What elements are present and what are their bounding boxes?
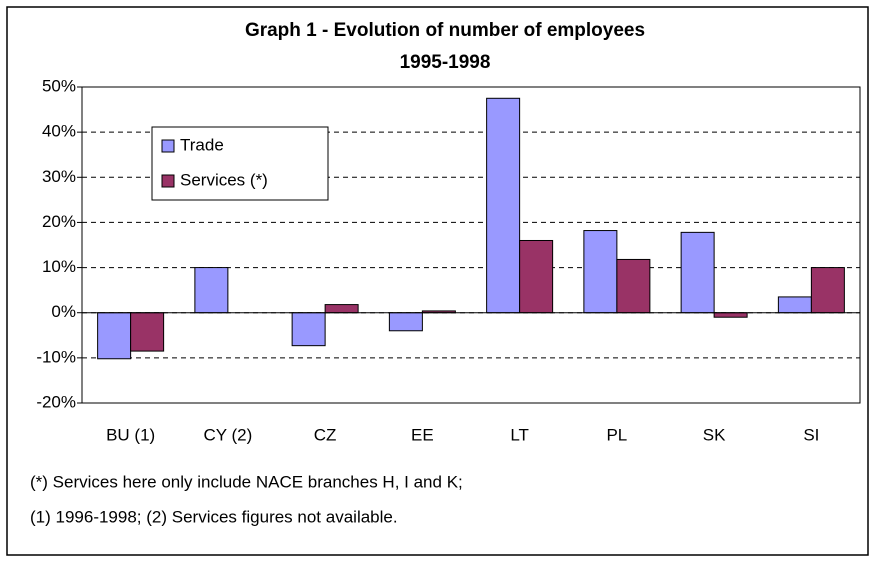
bar <box>777 296 812 314</box>
bar <box>130 312 165 352</box>
bar <box>616 258 651 314</box>
y-tick-label: 40% <box>42 122 76 141</box>
x-tick-label: SI <box>803 425 819 444</box>
y-tick-label: 0% <box>51 302 76 321</box>
frame <box>6 6 869 556</box>
x-tick-label: CY (2) <box>203 425 252 444</box>
legend-box <box>151 126 329 201</box>
x-tick-label: PL <box>606 425 627 444</box>
bar <box>97 312 132 360</box>
bar <box>713 312 748 318</box>
bar <box>194 267 229 314</box>
bar <box>324 304 359 314</box>
x-tick-label: SK <box>703 425 726 444</box>
legend-label: Trade <box>180 135 224 154</box>
footnote: (*) Services here only include NACE bran… <box>30 472 463 491</box>
bar <box>291 312 326 347</box>
bar <box>388 312 423 332</box>
bar <box>519 239 554 314</box>
x-tick-label: EE <box>411 425 434 444</box>
y-tick-label: -20% <box>36 392 76 411</box>
legend-swatch <box>161 174 175 188</box>
footnote: (1) 1996-1998; (2) Services figures not … <box>30 507 398 526</box>
y-tick-label: 20% <box>42 212 76 231</box>
x-tick-label: CZ <box>314 425 337 444</box>
y-tick-label: 30% <box>42 167 76 186</box>
legend-label: Services (*) <box>180 170 268 189</box>
y-tick-label: -10% <box>36 347 76 366</box>
chart-subtitle: 1995-1998 <box>400 52 491 73</box>
bar <box>583 230 618 314</box>
bar <box>486 97 521 314</box>
legend-swatch <box>161 139 175 153</box>
bar <box>810 267 845 314</box>
plot-border <box>81 86 861 404</box>
y-tick-label: 10% <box>42 257 76 276</box>
bar <box>680 231 715 314</box>
x-tick-label: BU (1) <box>106 425 155 444</box>
y-tick-label: 50% <box>42 76 76 95</box>
x-tick-label: LT <box>510 425 529 444</box>
chart-title: Graph 1 - Evolution of number of employe… <box>245 20 645 41</box>
